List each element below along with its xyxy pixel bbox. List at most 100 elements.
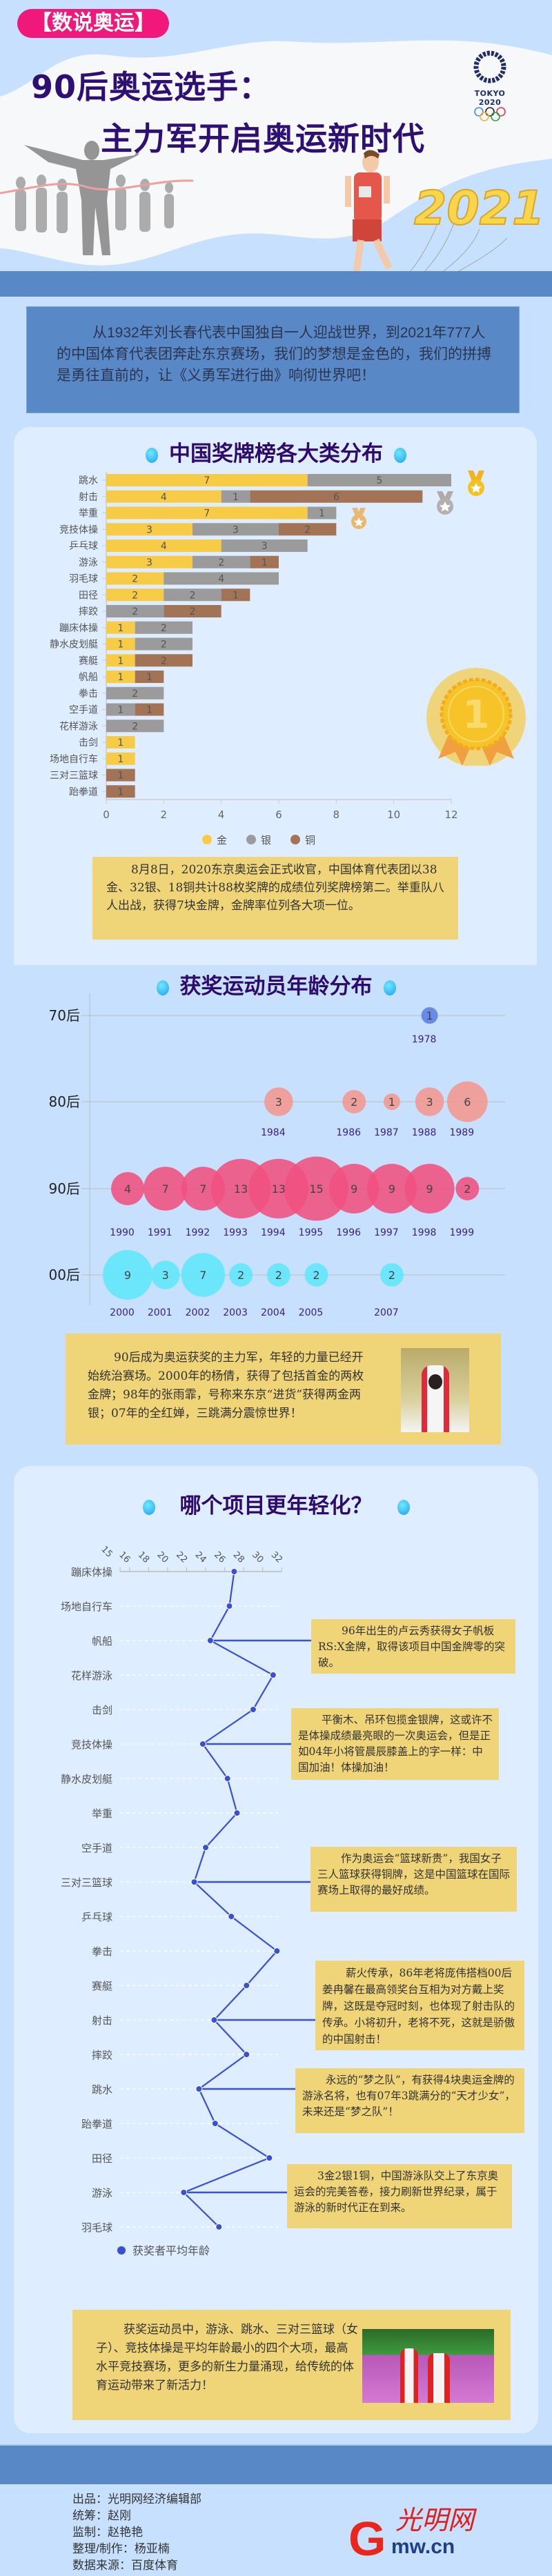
legend-label: 获奖者平均年龄	[132, 2244, 210, 2257]
bar-value-label: 1	[117, 705, 124, 716]
data-point	[243, 1982, 250, 1989]
bullet-dot-icon	[142, 1499, 155, 1515]
bubble-count: 15	[309, 1182, 323, 1196]
legend-swatch	[117, 2246, 126, 2255]
page-title-line1: 90后奥运选手：	[31, 68, 272, 106]
bar-value-label: 2	[190, 590, 196, 601]
bubble	[446, 1081, 488, 1122]
year-label: 1993	[223, 1227, 248, 1238]
bubble-count: 3	[275, 1096, 282, 1109]
category-label: 空手道	[81, 1842, 112, 1854]
bar-value-label: 1	[262, 557, 268, 568]
callout-6: 3金2银1铜，中国游泳队交上了东京奥运会的完美答卷，接力刷新世界纪录，属于游泳的…	[287, 2164, 512, 2228]
athlete-photo	[401, 1348, 469, 1432]
bubble-count: 7	[162, 1182, 169, 1196]
row-label: 00后	[49, 1267, 80, 1283]
column-tag: 【数说奥运】	[17, 9, 169, 38]
category-label: 田径	[79, 590, 98, 601]
final-note: 获奖运动员中，游泳、跳水、三对三篮球（女子）、竞技体操是平均年龄最小的四个大项，…	[72, 2310, 511, 2420]
x-tick-label: 20	[155, 1550, 170, 1565]
x-tick-label: 8	[333, 809, 340, 821]
bar-segment-金	[106, 572, 164, 585]
credit-editor: 整理/制作：杨亚楠	[72, 2542, 170, 2555]
bar-segment-金	[106, 539, 221, 552]
bar-segment-金	[106, 671, 135, 683]
bubble	[304, 1263, 328, 1287]
bar-value-label: 4	[161, 541, 167, 552]
bar-value-label: 1	[117, 771, 124, 782]
callout-4: 薪火传承，86年老将庞伟搭档00后姜冉馨在最高领奖台互相为对方戴上奖牌，这既是夺…	[315, 1961, 524, 2050]
bubble	[284, 1156, 348, 1221]
data-point	[228, 1913, 235, 1920]
bar-segment-铜	[250, 555, 279, 568]
logo-letter: G	[348, 2512, 386, 2566]
page-title-line2: 主力军开启奥运新时代	[101, 120, 425, 157]
category-label: 拳击	[79, 688, 98, 700]
category-label: 乒乓球	[81, 1911, 112, 1923]
year-label: 2004	[261, 1307, 286, 1318]
big-medal-number: 1	[463, 693, 490, 737]
bubble	[150, 1260, 180, 1289]
medal-title-text: 中国奖牌榜各大类分布	[169, 442, 383, 466]
bubble-count: 2	[464, 1182, 471, 1196]
data-point	[202, 1844, 210, 1851]
medal-note: 8月8日，2020东京奥运会正式收官，中国体育代表团以38金、32银、18铜共计…	[92, 857, 458, 940]
year-label: 2005	[299, 1307, 324, 1318]
age-note-text: 90后成为奥运获奖的主力军，年轻的力量已经开始统治赛场。2000年的杨倩，获得了…	[88, 1351, 364, 1420]
bubble-count: 9	[388, 1182, 395, 1196]
bar-value-label: 5	[376, 475, 382, 486]
bar-segment-铜	[135, 654, 193, 667]
year-label: 1999	[449, 1227, 474, 1238]
bar-value-label: 1	[117, 737, 124, 749]
bubble-count: 1	[388, 1096, 395, 1109]
bar-segment-金	[106, 736, 135, 749]
bubble	[111, 1172, 144, 1205]
data-point	[206, 1637, 214, 1644]
final-note-text: 获奖运动员中，游泳、跳水、三对三篮球（女子）、竞技体操是平均年龄最小的四个大项，…	[96, 2323, 358, 2392]
tokyo-logo-text: TOKYO 2020	[474, 89, 506, 107]
year-label: 1997	[374, 1227, 399, 1238]
x-tick-label: 16	[117, 1550, 132, 1565]
bar-segment-银	[193, 555, 250, 568]
row-label: 90后	[49, 1180, 80, 1197]
age-title-text: 获奖运动员年龄分布	[179, 974, 373, 999]
bar-segment-铜	[135, 703, 164, 716]
bar-value-label: 4	[161, 492, 167, 503]
row-label: 70后	[49, 1007, 80, 1024]
bar-value-label: 1	[117, 655, 124, 666]
data-point	[249, 1706, 257, 1713]
bar-value-label: 2	[304, 524, 310, 535]
bar-value-label: 1	[117, 754, 124, 765]
intro-text: 从1932年刘长春代表中国独自一人迎战世界，到2021年777人的中国体育代表团…	[26, 306, 520, 413]
year-label: 1978	[412, 1034, 437, 1045]
bubble-count: 7	[199, 1269, 206, 1282]
line-title-text: 哪个项目更年轻化？	[179, 1494, 373, 1518]
category-label: 游泳	[79, 557, 98, 568]
bar-segment-金	[106, 637, 135, 651]
bubble	[366, 1164, 417, 1213]
bar-value-label: 1	[117, 640, 124, 651]
bubble-count: 9	[351, 1182, 357, 1196]
silver-medal-small-icon	[437, 491, 453, 515]
bar-segment-银	[193, 523, 279, 536]
bar-segment-金	[106, 752, 135, 765]
logo-text: 光明网	[395, 2505, 475, 2535]
bar-value-label: 1	[233, 492, 239, 503]
data-point	[195, 2085, 203, 2092]
year-label: 1988	[412, 1127, 437, 1138]
bubble	[143, 1167, 188, 1211]
callout-5: 永远的“梦之队”，有获得4块奥运金牌的游泳名将，也有07年3跳满分的“天才少女”…	[295, 2068, 524, 2133]
age-note: 90后成为奥运获奖的主力军，年轻的力量已经开始统治赛场。2000年的杨倩，获得了…	[66, 1334, 501, 1445]
bubble-count: 2	[388, 1269, 395, 1282]
gold-medal-small-icon	[468, 470, 484, 496]
legend-swatch	[246, 835, 256, 844]
bar-value-label: 1	[117, 623, 124, 634]
bar-segment-金	[106, 523, 193, 536]
credit-coordinator: 统筹：赵刚	[72, 2509, 131, 2522]
category-label: 三对三篮球	[61, 1876, 112, 1889]
x-tick-label: 6	[275, 809, 282, 821]
data-point	[215, 2223, 223, 2230]
bar-segment-铜	[135, 671, 164, 683]
legend-label: 金	[217, 834, 227, 846]
x-tick-label: 32	[269, 1550, 284, 1565]
